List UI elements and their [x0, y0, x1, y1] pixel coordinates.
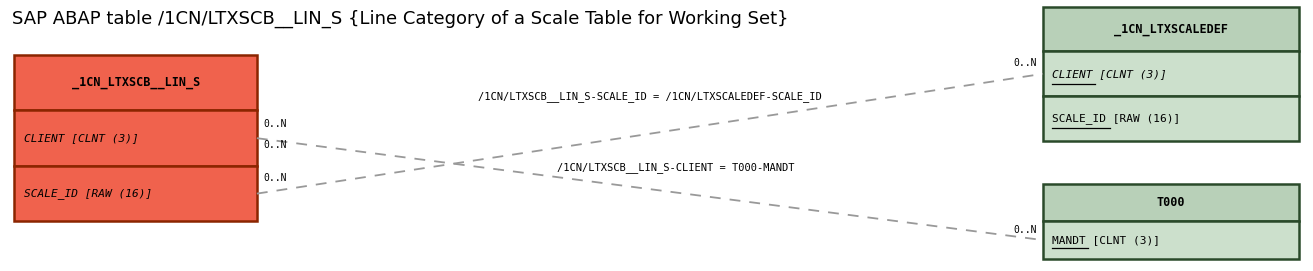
Text: SCALE_ID [RAW (16)]: SCALE_ID [RAW (16)]	[1052, 113, 1180, 124]
Text: T000: T000	[1157, 196, 1186, 209]
Text: 0..N: 0..N	[264, 140, 288, 150]
Text: 0..N: 0..N	[264, 119, 288, 129]
Text: _1CN_LTXSCB__LIN_S: _1CN_LTXSCB__LIN_S	[72, 76, 200, 89]
Text: CLIENT [CLNT (3)]: CLIENT [CLNT (3)]	[24, 133, 138, 143]
Text: 0..N: 0..N	[1012, 59, 1036, 69]
FancyBboxPatch shape	[14, 55, 257, 111]
Text: CLIENT [CLNT (3)]: CLIENT [CLNT (3)]	[1052, 69, 1167, 79]
FancyBboxPatch shape	[1043, 184, 1299, 221]
Text: SAP ABAP table /1CN/LTXSCB__LIN_S {Line Category of a Scale Table for Working Se: SAP ABAP table /1CN/LTXSCB__LIN_S {Line …	[12, 9, 788, 28]
FancyBboxPatch shape	[1043, 96, 1299, 141]
FancyBboxPatch shape	[14, 111, 257, 166]
FancyBboxPatch shape	[1043, 221, 1299, 259]
Text: 0..N: 0..N	[264, 173, 288, 183]
Text: SCALE_ID [RAW (16)]: SCALE_ID [RAW (16)]	[24, 188, 152, 199]
Text: _1CN_LTXSCALEDEF: _1CN_LTXSCALEDEF	[1113, 22, 1228, 36]
FancyBboxPatch shape	[14, 166, 257, 221]
FancyBboxPatch shape	[1043, 7, 1299, 51]
Text: MANDT [CLNT (3)]: MANDT [CLNT (3)]	[1052, 235, 1161, 245]
Text: /1CN/LTXSCB__LIN_S-SCALE_ID = /1CN/LTXSCALEDEF-SCALE_ID: /1CN/LTXSCB__LIN_S-SCALE_ID = /1CN/LTXSC…	[478, 91, 822, 102]
Text: /1CN/LTXSCB__LIN_S-CLIENT = T000-MANDT: /1CN/LTXSCB__LIN_S-CLIENT = T000-MANDT	[558, 162, 794, 173]
Text: 0..N: 0..N	[1012, 225, 1036, 235]
FancyBboxPatch shape	[1043, 51, 1299, 96]
